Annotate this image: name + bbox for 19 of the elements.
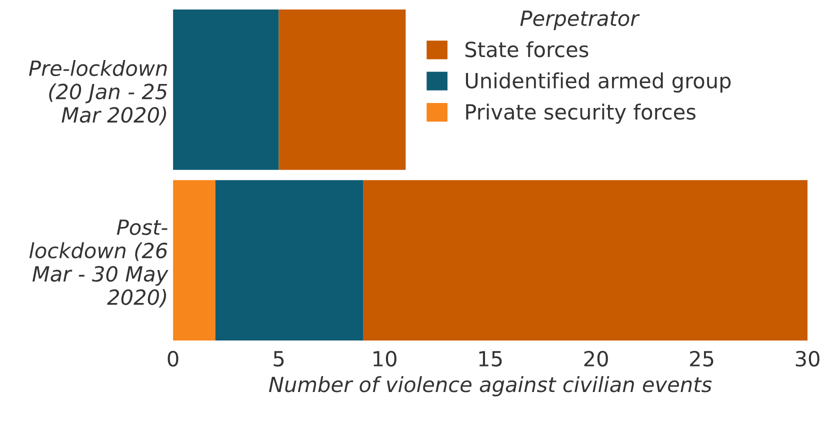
x-tick-label: 0 <box>168 350 178 367</box>
x-tick-label: 25 <box>690 350 714 367</box>
bar <box>278 9 406 170</box>
x-tick-label: 15 <box>479 351 502 367</box>
x-tick-label: 5 <box>274 351 284 367</box>
legend-label: State forces <box>466 41 588 58</box>
x-tick-label: 20 <box>584 350 608 367</box>
x-tick-label: 30 <box>796 350 820 367</box>
x-tick-label: 10 <box>374 350 396 367</box>
y-tick-label: Pre-lockdown (20 Jan - 25 Mar 2020) <box>29 60 168 126</box>
x-axis-title: Number of violence against civilian events <box>268 376 712 396</box>
bar <box>173 180 216 340</box>
y-tick-label: Post- lockdown (26 Mar - 30 May 2020) <box>29 220 168 308</box>
bar <box>215 180 364 340</box>
bar <box>363 180 808 340</box>
legend-title: Perpetrator <box>520 10 640 30</box>
bar <box>173 9 279 170</box>
legend-label: Private security forces <box>466 104 696 124</box>
legend-label: Unidentified armed group <box>466 72 731 93</box>
